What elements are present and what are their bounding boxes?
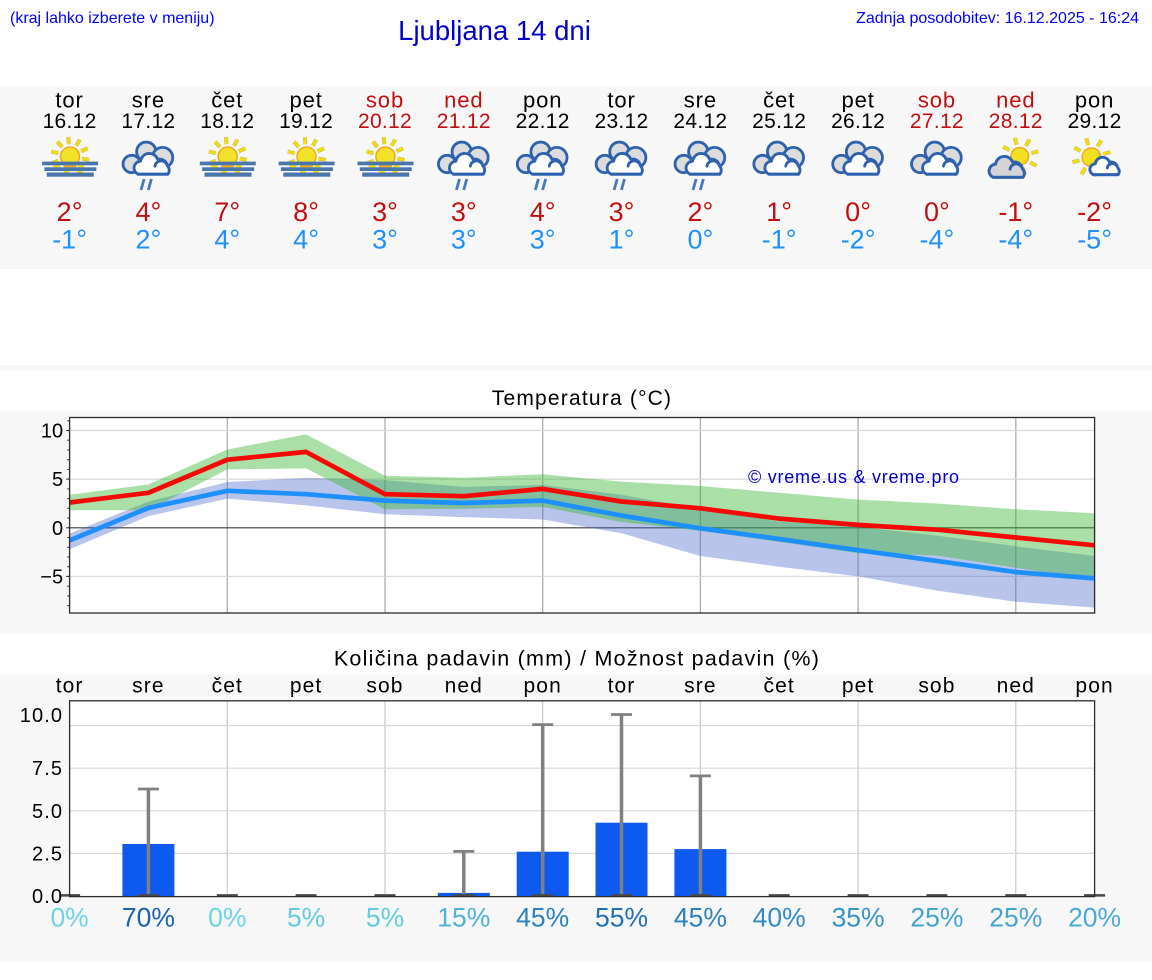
svg-text:pet: pet: [842, 675, 875, 698]
svg-text:ned: ned: [444, 88, 483, 113]
svg-text:29.12: 29.12: [1068, 110, 1122, 133]
svg-text:sre: sre: [132, 675, 164, 698]
svg-text:8°: 8°: [293, 197, 319, 227]
svg-text:26.12: 26.12: [831, 110, 885, 133]
svg-text:27.12: 27.12: [910, 110, 964, 133]
svg-text:0%: 0%: [50, 903, 88, 933]
svg-text:sre: sre: [132, 88, 165, 113]
svg-text:21.12: 21.12: [437, 110, 491, 133]
svg-text:70%: 70%: [122, 903, 175, 933]
svg-text:3°: 3°: [372, 197, 398, 227]
svg-text:0°: 0°: [845, 197, 871, 227]
svg-text:pon: pon: [1075, 88, 1114, 113]
svg-text:sob: sob: [366, 675, 403, 698]
svg-text:-1°: -1°: [998, 197, 1033, 227]
svg-text:tor: tor: [56, 675, 84, 698]
svg-text:-1°: -1°: [52, 225, 87, 255]
svg-text:24.12: 24.12: [673, 110, 727, 133]
svg-text:45%: 45%: [516, 903, 569, 933]
svg-text:45%: 45%: [674, 903, 727, 933]
svg-text:18.12: 18.12: [200, 110, 254, 133]
svg-text:7°: 7°: [214, 197, 240, 227]
svg-text:-2°: -2°: [841, 225, 876, 255]
svg-text:5%: 5%: [287, 903, 325, 933]
svg-text:40%: 40%: [753, 903, 806, 933]
svg-text:4°: 4°: [293, 225, 319, 255]
svg-text:4°: 4°: [135, 197, 161, 227]
svg-text:10: 10: [41, 421, 63, 443]
svg-text:pon: pon: [1075, 675, 1113, 698]
svg-text:23.12: 23.12: [594, 110, 648, 133]
svg-text:0%: 0%: [208, 903, 246, 933]
svg-text:10.0: 10.0: [20, 705, 63, 727]
svg-text:ned: ned: [997, 675, 1035, 698]
svg-text:-2°: -2°: [1077, 197, 1112, 227]
svg-text:3°: 3°: [372, 225, 398, 255]
svg-text:sob: sob: [918, 88, 956, 113]
svg-text:5%: 5%: [366, 903, 404, 933]
svg-text:sre: sre: [684, 675, 716, 698]
svg-text:16.12: 16.12: [43, 110, 97, 133]
svg-text:Zadnja posodobitev: 16.12.2025: Zadnja posodobitev: 16.12.2025 - 16:24: [856, 10, 1139, 27]
svg-text:17.12: 17.12: [121, 110, 175, 133]
svg-text:0.0: 0.0: [32, 886, 63, 908]
svg-text:−5: −5: [40, 566, 63, 588]
svg-text:čet: čet: [764, 675, 795, 698]
svg-text:25.12: 25.12: [752, 110, 806, 133]
svg-text:25%: 25%: [910, 903, 963, 933]
svg-text:22.12: 22.12: [516, 110, 570, 133]
svg-text:4°: 4°: [530, 197, 556, 227]
svg-text:sre: sre: [684, 88, 717, 113]
svg-text:3°: 3°: [530, 225, 556, 255]
svg-text:tor: tor: [55, 88, 83, 113]
svg-text:sob: sob: [918, 675, 955, 698]
svg-text:3°: 3°: [451, 225, 477, 255]
svg-text:55%: 55%: [595, 903, 648, 933]
svg-text:25%: 25%: [989, 903, 1042, 933]
svg-text:5: 5: [52, 469, 63, 491]
svg-text:2°: 2°: [135, 225, 161, 255]
svg-text:0°: 0°: [687, 225, 713, 255]
svg-text:2°: 2°: [57, 197, 83, 227]
svg-text:Količina padavin (mm) / Možnos: Količina padavin (mm) / Možnost padavin …: [334, 646, 820, 670]
svg-text:0°: 0°: [924, 197, 950, 227]
svg-text:-4°: -4°: [919, 225, 954, 255]
svg-text:3°: 3°: [451, 197, 477, 227]
svg-text:© vreme.us & vreme.pro: © vreme.us & vreme.pro: [748, 467, 960, 487]
svg-text:4°: 4°: [214, 225, 240, 255]
svg-text:35%: 35%: [832, 903, 885, 933]
svg-text:tor: tor: [608, 675, 636, 698]
svg-text:2°: 2°: [687, 197, 713, 227]
svg-text:tor: tor: [607, 88, 635, 113]
svg-text:2.5: 2.5: [32, 843, 63, 865]
svg-text:čet: čet: [763, 88, 795, 113]
svg-text:-1°: -1°: [762, 225, 797, 255]
svg-text:čet: čet: [212, 675, 243, 698]
svg-text:(kraj lahko izberete v meniju): (kraj lahko izberete v meniju): [10, 10, 215, 27]
svg-text:čet: čet: [211, 88, 243, 113]
svg-text:7.5: 7.5: [32, 758, 63, 780]
svg-text:20.12: 20.12: [358, 110, 412, 133]
svg-text:28.12: 28.12: [989, 110, 1043, 133]
svg-text:Temperatura (°C): Temperatura (°C): [492, 387, 672, 410]
svg-text:15%: 15%: [437, 903, 490, 933]
svg-text:0: 0: [52, 518, 63, 540]
svg-text:19.12: 19.12: [279, 110, 333, 133]
svg-text:-4°: -4°: [998, 225, 1033, 255]
svg-text:3°: 3°: [609, 197, 635, 227]
svg-text:pon: pon: [524, 675, 562, 698]
svg-text:sob: sob: [366, 88, 404, 113]
svg-text:pet: pet: [290, 675, 323, 698]
svg-text:1°: 1°: [609, 225, 635, 255]
svg-text:-5°: -5°: [1077, 225, 1112, 255]
svg-text:1°: 1°: [766, 197, 792, 227]
svg-text:Ljubljana 14 dni: Ljubljana 14 dni: [398, 15, 591, 46]
svg-text:pet: pet: [289, 88, 322, 113]
svg-text:pon: pon: [523, 88, 562, 113]
svg-text:pet: pet: [841, 88, 874, 113]
svg-text:ned: ned: [445, 675, 483, 698]
svg-text:5.0: 5.0: [32, 801, 63, 823]
svg-text:ned: ned: [996, 88, 1035, 113]
svg-text:20%: 20%: [1068, 903, 1121, 933]
